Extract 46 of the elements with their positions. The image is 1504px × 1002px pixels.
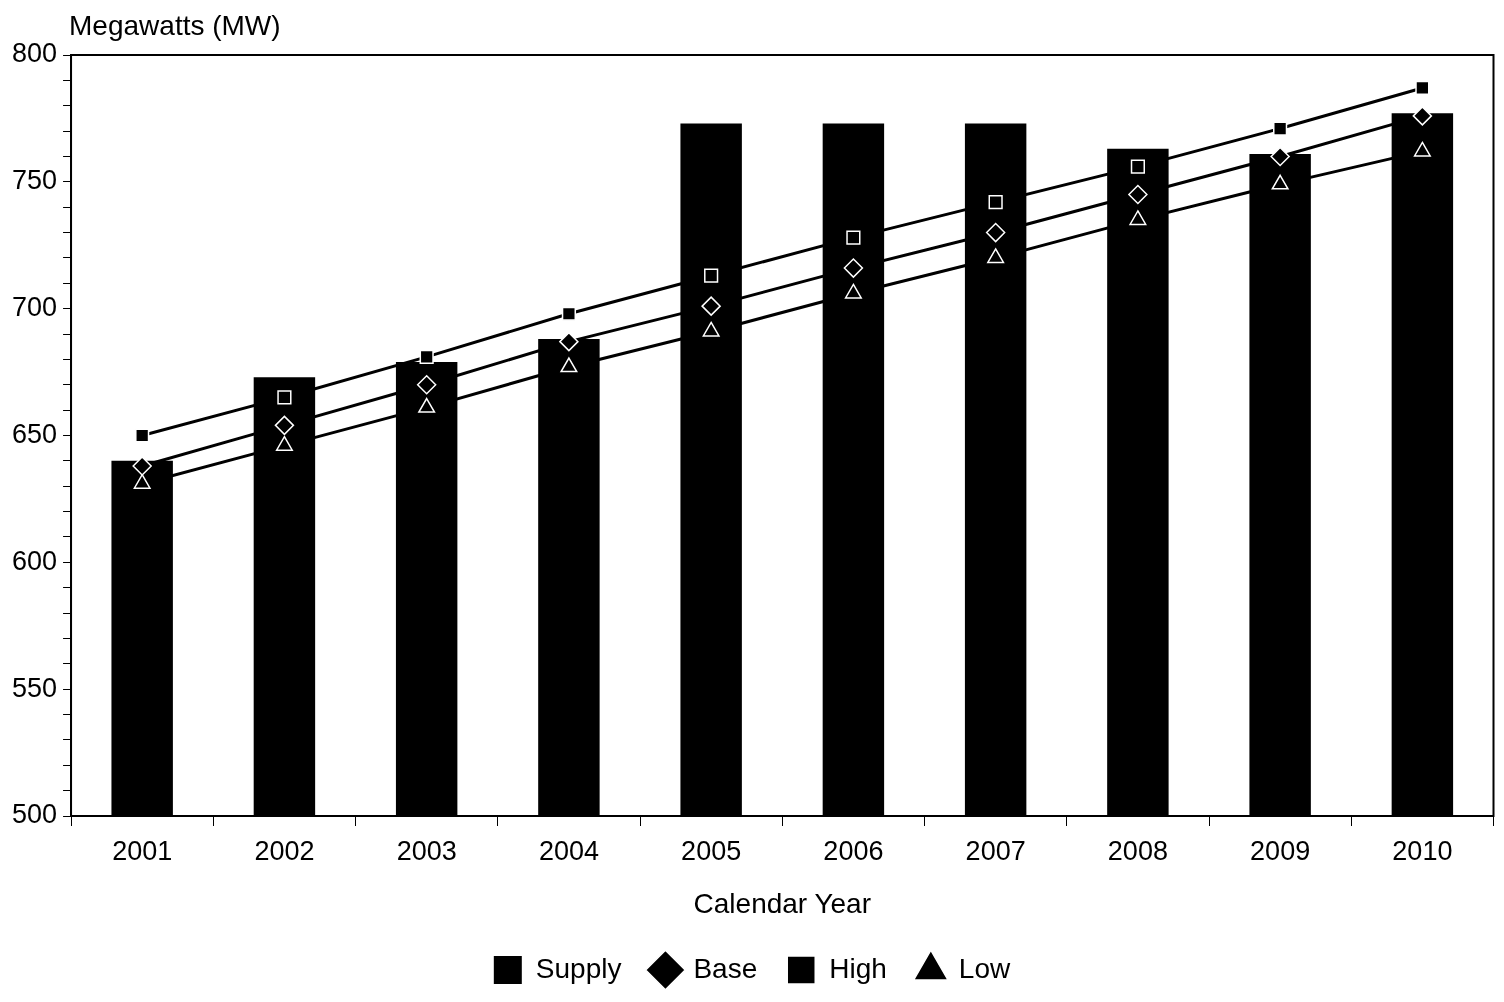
point [1128, 184, 1148, 205]
point [419, 349, 434, 364]
y-tick-label: 750 [11, 165, 58, 196]
point [274, 415, 295, 436]
point [559, 331, 579, 352]
point [1130, 159, 1145, 174]
point [416, 375, 437, 395]
point [846, 230, 861, 245]
x-axis-title: Calendar Year [693, 887, 872, 919]
legend-label: Supply [535, 952, 622, 984]
point [1412, 106, 1433, 126]
x-tick-label: 2005 [681, 835, 742, 866]
y-tick-label: 500 [11, 799, 58, 830]
point [135, 428, 150, 443]
x-tick-label: 2001 [112, 835, 173, 866]
y-tick-label: 550 [11, 672, 58, 703]
y-tick-label: 700 [11, 292, 58, 323]
x-tick-label: 2002 [254, 835, 315, 866]
point [1270, 146, 1290, 167]
point [561, 306, 577, 321]
point [987, 248, 1005, 264]
x-tick-label: 2008 [1107, 835, 1168, 866]
legend-label: Base [693, 952, 758, 984]
legend-label: High [829, 952, 887, 984]
y-tick-label: 800 [11, 38, 58, 69]
point [1129, 210, 1147, 226]
point [277, 390, 292, 405]
y-tick-label: 650 [11, 418, 58, 449]
x-tick-label: 2004 [538, 835, 599, 866]
point [843, 258, 864, 278]
point [701, 296, 721, 316]
x-tick-label: 2007 [965, 835, 1026, 866]
legend-label: Low [958, 952, 1011, 984]
y-tick-label: 600 [11, 545, 58, 576]
y-axis-title: Megawatts (MW) [69, 9, 281, 41]
point [704, 268, 719, 283]
point [985, 222, 1006, 243]
x-tick-label: 2009 [1250, 835, 1311, 866]
point [560, 357, 578, 373]
point [132, 456, 152, 476]
point [1415, 80, 1430, 96]
x-tick-label: 2003 [396, 835, 457, 866]
x-tick-label: 2010 [1392, 835, 1453, 866]
x-tick-label: 2006 [823, 835, 884, 866]
point [988, 195, 1003, 210]
point [1273, 121, 1288, 136]
